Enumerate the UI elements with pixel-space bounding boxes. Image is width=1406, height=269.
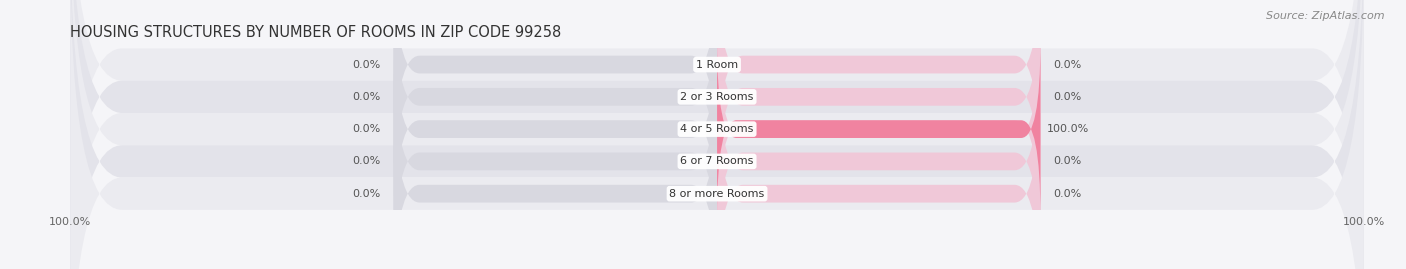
Text: 0.0%: 0.0% [1053,59,1081,70]
FancyBboxPatch shape [394,9,717,249]
FancyBboxPatch shape [394,0,717,217]
FancyBboxPatch shape [70,0,1364,269]
Text: 1 Room: 1 Room [696,59,738,70]
Text: 0.0%: 0.0% [353,59,381,70]
FancyBboxPatch shape [717,9,1040,249]
Text: 0.0%: 0.0% [1053,156,1081,167]
FancyBboxPatch shape [717,0,1040,185]
Text: 8 or more Rooms: 8 or more Rooms [669,189,765,199]
Text: 0.0%: 0.0% [353,189,381,199]
Text: Source: ZipAtlas.com: Source: ZipAtlas.com [1267,11,1385,21]
Text: 0.0%: 0.0% [1053,92,1081,102]
Text: 0.0%: 0.0% [353,156,381,167]
Text: 100.0%: 100.0% [1047,124,1090,134]
FancyBboxPatch shape [70,0,1364,269]
FancyBboxPatch shape [717,41,1040,217]
FancyBboxPatch shape [394,73,717,269]
FancyBboxPatch shape [394,0,717,185]
FancyBboxPatch shape [70,0,1364,269]
FancyBboxPatch shape [394,41,717,269]
FancyBboxPatch shape [717,41,1040,269]
FancyBboxPatch shape [717,73,1040,269]
Text: 4 or 5 Rooms: 4 or 5 Rooms [681,124,754,134]
Text: 0.0%: 0.0% [353,124,381,134]
Text: 0.0%: 0.0% [353,92,381,102]
Text: HOUSING STRUCTURES BY NUMBER OF ROOMS IN ZIP CODE 99258: HOUSING STRUCTURES BY NUMBER OF ROOMS IN… [70,25,561,40]
Text: 6 or 7 Rooms: 6 or 7 Rooms [681,156,754,167]
FancyBboxPatch shape [70,0,1364,269]
FancyBboxPatch shape [70,0,1364,269]
Text: 0.0%: 0.0% [1053,189,1081,199]
Text: 2 or 3 Rooms: 2 or 3 Rooms [681,92,754,102]
FancyBboxPatch shape [717,0,1040,217]
